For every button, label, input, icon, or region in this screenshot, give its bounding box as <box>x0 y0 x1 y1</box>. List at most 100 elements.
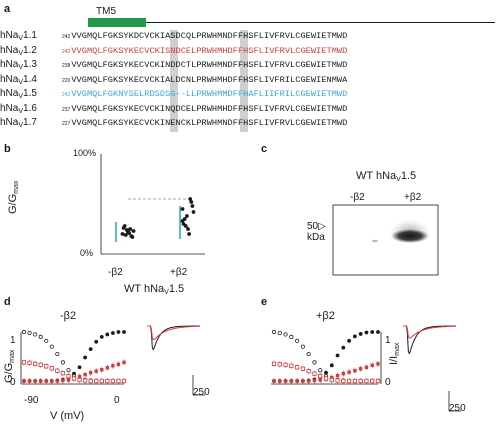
panel-e-point <box>329 377 334 383</box>
alignment-row-start: 237 <box>62 106 71 113</box>
panel-e-point <box>289 334 294 339</box>
panel-e-point <box>341 345 346 350</box>
panel-b-xtick-minus: -β2 <box>108 267 123 278</box>
panel-b-point <box>189 200 194 204</box>
panel-d-point <box>33 361 38 366</box>
alignment-row-name: hNaV1.6 <box>0 102 37 115</box>
alignment-highlight-2 <box>240 30 248 132</box>
panel-d-ytick-1: 1 <box>10 335 16 346</box>
panel-d-point <box>88 370 93 375</box>
alignment-row-sequence: VVGMQLFGKSYKECVCKINDDCTLPRWHMNDFFHSFLIVF… <box>71 60 348 70</box>
alignment-row-start: 220 <box>62 77 71 84</box>
alignment-row-sequence: VVGMQLFGKSYKDCVCKIASDCQLPRWHMNDFFHSFLIVF… <box>71 31 348 41</box>
panel-e-point <box>300 344 305 349</box>
panel-d-point <box>22 379 26 383</box>
panel-e-point <box>312 360 317 365</box>
panel-c-lane-minus: -β2 <box>350 192 365 203</box>
panel-e-point <box>283 332 288 337</box>
panel-e-point <box>283 379 288 383</box>
panel-letter-a: a <box>4 3 11 15</box>
panel-d-point <box>105 332 110 337</box>
panel-b-point <box>186 227 190 231</box>
panel-d-point <box>110 378 115 384</box>
alignment-row: hNaV1.6 237 VVGMQLFGKSYKECVCKINQDCELPRWHMH… <box>0 103 347 115</box>
alignment-row-name: hNaV1.7 <box>0 117 37 129</box>
panel-d-point <box>55 379 60 383</box>
panel-e-point <box>375 378 381 384</box>
alignment-row-sequence: VVGMQLFGKSYKECVCKINENCKLPRWHMNDFFHSFLIVF… <box>71 118 348 128</box>
panel-e-point <box>364 378 369 384</box>
alignment-row-start: 242 <box>62 92 71 98</box>
panel-d-point <box>83 372 87 377</box>
panel-e-point <box>376 362 380 366</box>
panel-b-point <box>183 224 188 228</box>
panel-d-point <box>66 368 71 373</box>
panel-e-point <box>295 379 299 383</box>
panel-e-point <box>358 378 363 384</box>
panel-c-title: WT hNaV1.5 <box>356 170 417 183</box>
panel-d-point <box>110 331 115 335</box>
alignment-highlight-1 <box>170 30 178 132</box>
panel-e-point <box>318 378 322 382</box>
alignment-row: hNaV1.7 227 VVGMQLFGKSYKECVCKINENCKLPRWHMN… <box>0 117 347 129</box>
panel-d-point <box>77 374 82 379</box>
panel-e-point <box>324 370 328 375</box>
panel-e-point <box>329 363 334 368</box>
panel-d-point <box>27 360 32 365</box>
panel-d-point <box>94 339 99 344</box>
panel-b-point <box>127 231 131 235</box>
alignment-row-start: 238 <box>62 63 71 69</box>
panel-d-point <box>116 378 121 384</box>
panel-e-point <box>295 365 300 370</box>
panel-e-trace-red <box>403 325 457 339</box>
panel-d-point <box>111 364 115 368</box>
panel-e-point <box>283 362 288 367</box>
panel-e-point <box>341 371 346 376</box>
panel-d-point <box>99 335 104 339</box>
panel-e-point <box>335 373 340 378</box>
panel-letter-e: e <box>261 296 268 308</box>
alignment-row: hNaV1.1 242 VVGMQLFGKSYKDCVCKIASDCQLPRWHMN… <box>0 30 347 42</box>
panel-e-point <box>300 366 305 371</box>
alignment-row: hNaV1.5 242 VVGMQLFGKNYSELRDSDSG--LLPRWHMM… <box>0 88 347 100</box>
panel-e-point <box>318 368 323 373</box>
alignment-row-sequence: VVGMQLFGKSYKECVCKIALDCNLPRWHMHDFFHSFLIVF… <box>71 74 348 85</box>
panel-e-point <box>312 371 317 376</box>
panel-d-point <box>60 360 65 365</box>
alignment-row-name: hNaV1.2 <box>0 44 37 57</box>
panel-b-point <box>120 232 125 236</box>
panel-b-ytick-top: 100% <box>73 148 97 158</box>
panel-d-point <box>122 360 126 365</box>
panel-e-title: +β2 <box>316 310 335 322</box>
panel-b-point <box>122 224 127 228</box>
alignment-row-start: 227 <box>62 121 71 127</box>
panel-d-point <box>66 378 71 382</box>
panel-b-point <box>188 197 193 201</box>
panel-e-point <box>323 376 329 381</box>
panel-c-marker: 50▷ <box>307 221 326 232</box>
alignment-row-sequence: VVGMQLFGKNYSELRDSDSG--LLPRWHMMDFFHAFLIIF… <box>71 89 348 99</box>
panel-e-point <box>335 353 340 358</box>
panel-letter-d: d <box>4 296 11 308</box>
panel-e-point <box>271 329 277 335</box>
panel-e-point <box>364 330 369 335</box>
panel-e-ytick-1: 1 <box>385 335 391 346</box>
blot-band-plus <box>391 229 429 243</box>
panel-d-point <box>83 378 88 383</box>
panel-e-point <box>370 378 375 384</box>
panel-d-point <box>55 351 60 357</box>
panel-d-point <box>38 379 43 383</box>
panel-d-xtick-0: 0 <box>114 395 120 406</box>
panel-b-point <box>180 219 185 223</box>
panel-b-xtick-plus: +β2 <box>170 267 188 278</box>
panel-e-point <box>358 332 363 336</box>
panel-e-point <box>312 378 317 383</box>
panel-d-point <box>21 329 27 335</box>
panel-b-point <box>131 229 136 233</box>
panel-d-point <box>77 377 82 383</box>
panel-b-point <box>180 207 185 211</box>
panel-d-title: -β2 <box>60 310 77 322</box>
panel-d-point <box>27 330 32 336</box>
